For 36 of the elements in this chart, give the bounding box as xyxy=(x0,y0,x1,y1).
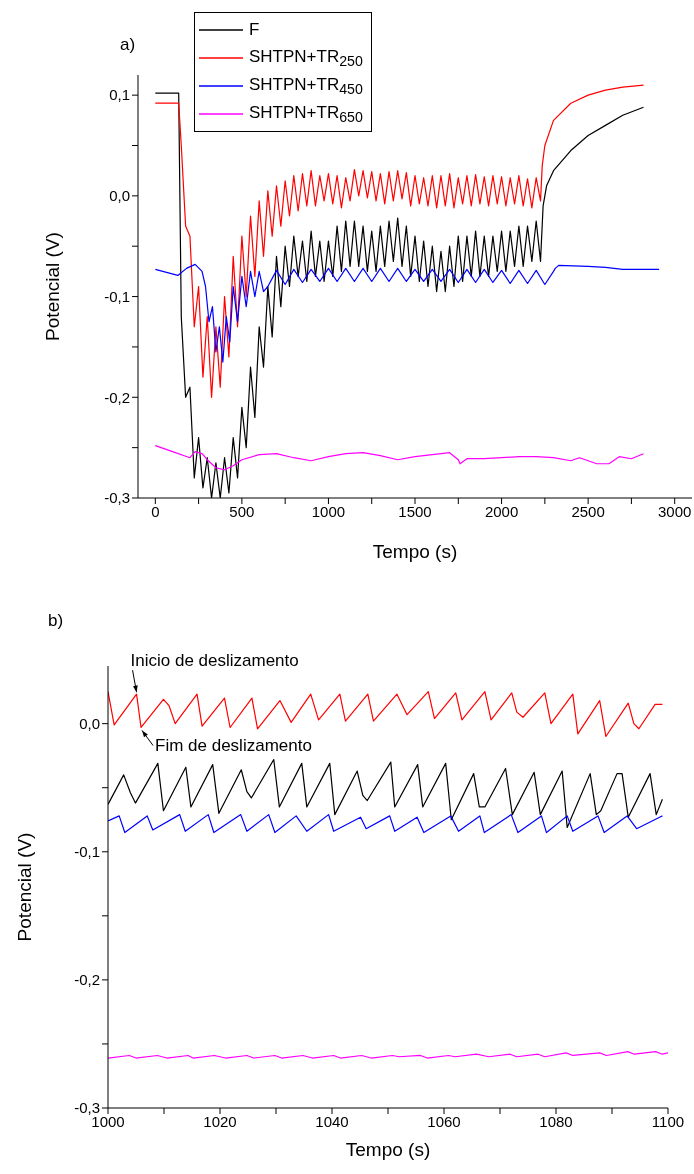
x-tick-label: 500 xyxy=(229,502,255,520)
y-tick-label: -0,1 xyxy=(74,843,100,861)
x-axis-title: Tempo (s) xyxy=(372,541,458,562)
legend-label: SHTPN+TR$_{650}$ xyxy=(249,102,363,126)
x-tick-label: 2000 xyxy=(484,502,519,520)
x-axis-title: Tempo (s) xyxy=(345,1139,431,1160)
y-tick-label: 0,0 xyxy=(109,187,130,205)
y-tick-label: -0,2 xyxy=(104,388,130,406)
y-tick-label: -0,3 xyxy=(104,489,130,507)
y-tick-label: 0,0 xyxy=(79,714,100,732)
x-tick-label: 1060 xyxy=(427,1112,461,1130)
chart-title: a) xyxy=(120,35,136,54)
annotation: Fim de deslizamento xyxy=(155,736,312,756)
x-tick-label: 1080 xyxy=(539,1112,573,1130)
x-tick-label: 1040 xyxy=(315,1112,349,1130)
y-axis-title: Potencial (V) xyxy=(41,232,63,341)
x-tick-label: 2500 xyxy=(571,502,605,520)
line-series xyxy=(108,1051,668,1059)
x-tick-label: 1000 xyxy=(311,502,346,520)
legend-label: SHTPN+TR$_{250}$ xyxy=(249,46,363,70)
y-axis-title: Potencial (V) xyxy=(13,832,35,942)
legend-label: F xyxy=(249,20,260,40)
y-tick-label: 0,1 xyxy=(109,86,130,104)
x-tick-label: 1020 xyxy=(203,1112,237,1130)
x-tick-label: 3000 xyxy=(658,502,692,520)
x-tick-label: 1500 xyxy=(398,502,432,520)
legend-label: SHTPN+TR$_{450}$ xyxy=(249,74,363,98)
line-series xyxy=(108,814,663,834)
chart-title: b) xyxy=(48,611,64,630)
line-series xyxy=(154,445,645,471)
x-tick-label: 0 xyxy=(151,502,160,520)
y-tick-label: -0,2 xyxy=(74,971,100,989)
annotation: Inicio de deslizamento xyxy=(130,651,299,671)
x-tick-label: 1100 xyxy=(651,1112,685,1130)
y-tick-label: -0,1 xyxy=(104,287,130,305)
line-series xyxy=(154,263,660,363)
